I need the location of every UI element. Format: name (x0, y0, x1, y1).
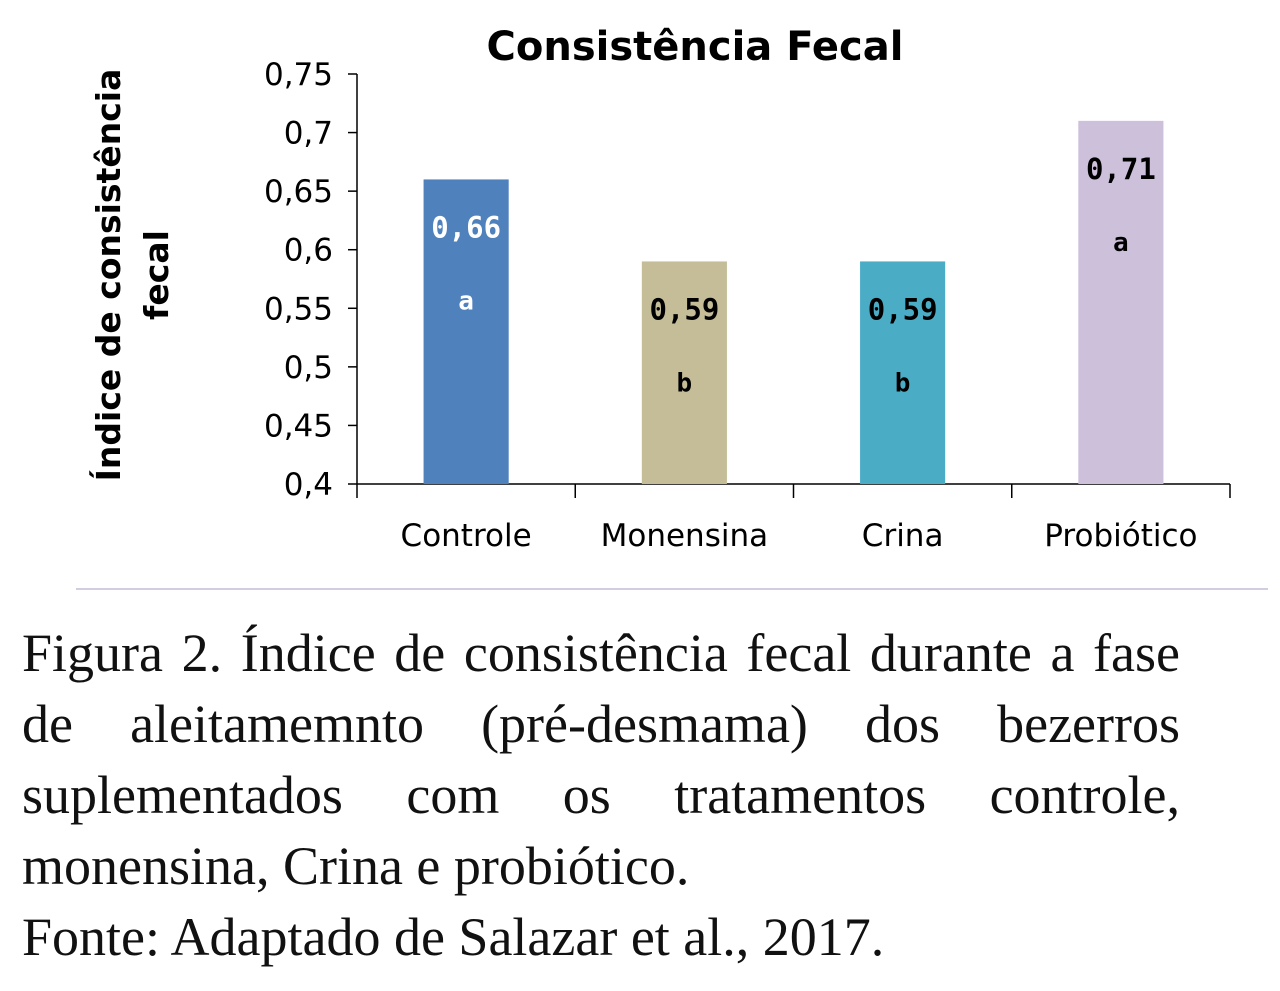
data-label-letter: a (1113, 228, 1129, 258)
data-label-value: 0,71 (1086, 152, 1156, 186)
data-label-letter: b (677, 368, 693, 398)
caption-divider (76, 588, 1268, 590)
y-tick-label: 0,4 (284, 467, 333, 503)
y-tick-label: 0,65 (264, 174, 333, 210)
y-tick-label: 0,6 (284, 233, 333, 269)
chart-title: Consistência Fecal (487, 24, 904, 70)
bar-probiótico (1078, 120, 1164, 484)
x-tick-label: Probiótico (1044, 518, 1197, 554)
caption-text: Figura 2. Índice de consistência fecal d… (22, 623, 1180, 896)
data-label-letter: b (895, 368, 911, 398)
figure-caption: Figura 2. Índice de consistência fecal d… (22, 618, 1180, 973)
bar-controle (423, 179, 509, 484)
y-axis-label-line-1: Índice de consistência (88, 69, 128, 482)
y-tick-label: 0,7 (284, 116, 333, 152)
y-tick-label: 0,55 (264, 291, 333, 327)
y-tick-label: 0,45 (264, 408, 333, 444)
x-tick-label: Controle (401, 518, 532, 554)
x-tick-label: Monensina (601, 518, 769, 554)
data-label-value: 0,59 (868, 292, 938, 326)
bar-chart: Consistência Fecal Índice de consistênci… (88, 24, 1231, 554)
data-label-letter: a (458, 286, 474, 316)
y-axis-label-line-2: fecal (137, 230, 176, 320)
y-tick-label: 0,5 (284, 350, 333, 386)
data-label-value: 0,66 (431, 210, 501, 244)
caption-source: Fonte: Adaptado de Salazar et al., 2017. (22, 907, 885, 967)
data-label-value: 0,59 (649, 292, 719, 326)
bar-monensina (641, 261, 727, 484)
x-tick-label: Crina (862, 518, 944, 554)
bar-crina (860, 261, 946, 484)
y-tick-label: 0,75 (264, 57, 333, 93)
